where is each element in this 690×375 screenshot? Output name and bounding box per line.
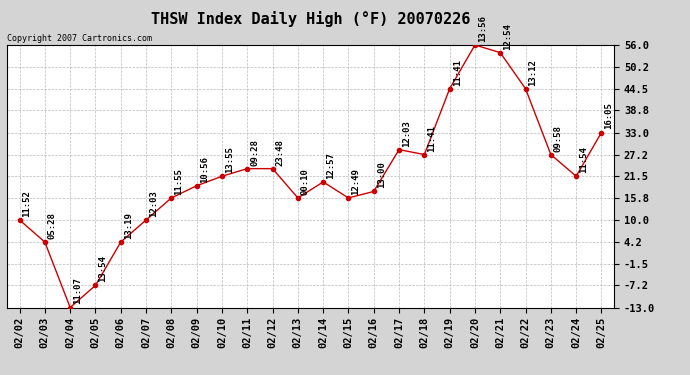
Text: 10:56: 10:56 [199,156,208,183]
Text: 16:05: 16:05 [604,103,613,129]
Text: 09:28: 09:28 [250,139,259,166]
Text: 13:00: 13:00 [377,162,386,188]
Text: 11:07: 11:07 [73,278,82,304]
Text: 09:58: 09:58 [554,124,563,152]
Text: 12:54: 12:54 [503,23,512,50]
Text: 11:41: 11:41 [427,124,436,152]
Text: 12:57: 12:57 [326,152,335,179]
Text: 11:55: 11:55 [175,168,184,195]
Text: THSW Index Daily High (°F) 20070226: THSW Index Daily High (°F) 20070226 [151,11,470,27]
Text: 13:54: 13:54 [99,255,108,282]
Text: 12:03: 12:03 [149,190,158,217]
Text: 12:03: 12:03 [402,120,411,147]
Text: 13:12: 13:12 [529,59,538,86]
Text: 11:41: 11:41 [453,59,462,86]
Text: 23:48: 23:48 [275,139,284,166]
Text: 13:56: 13:56 [478,15,487,42]
Text: Copyright 2007 Cartronics.com: Copyright 2007 Cartronics.com [7,34,152,43]
Text: 12:49: 12:49 [351,168,360,195]
Text: 11:54: 11:54 [579,146,588,173]
Text: 11:52: 11:52 [23,190,32,217]
Text: 05:28: 05:28 [48,212,57,239]
Text: 13:55: 13:55 [225,146,234,173]
Text: 00:10: 00:10 [301,168,310,195]
Text: 13:19: 13:19 [124,212,132,239]
